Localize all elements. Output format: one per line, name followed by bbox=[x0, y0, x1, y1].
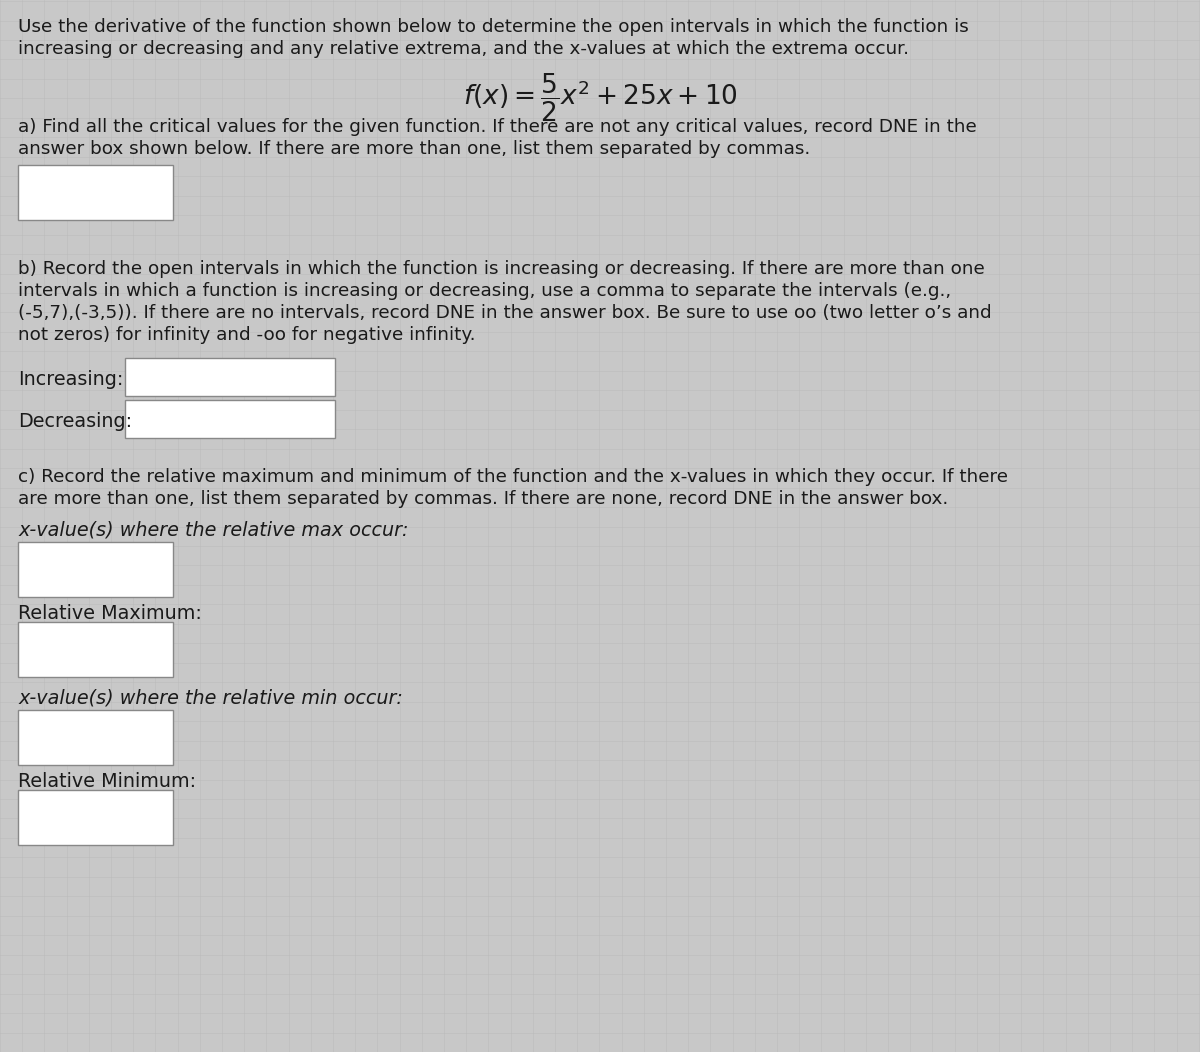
Text: Decreasing:: Decreasing: bbox=[18, 412, 132, 431]
Text: x-value(s) where the relative min occur:: x-value(s) where the relative min occur: bbox=[18, 688, 403, 707]
Text: are more than one, list them separated by commas. If there are none, record DNE : are more than one, list them separated b… bbox=[18, 490, 948, 508]
Text: c) Record the relative maximum and minimum of the function and the x-values in w: c) Record the relative maximum and minim… bbox=[18, 468, 1008, 486]
Text: answer box shown below. If there are more than one, list them separated by comma: answer box shown below. If there are mor… bbox=[18, 140, 810, 158]
Text: intervals in which a function is increasing or decreasing, use a comma to separa: intervals in which a function is increas… bbox=[18, 282, 952, 300]
FancyBboxPatch shape bbox=[18, 790, 173, 845]
Text: x-value(s) where the relative max occur:: x-value(s) where the relative max occur: bbox=[18, 520, 408, 539]
Text: a) Find all the critical values for the given function. If there are not any cri: a) Find all the critical values for the … bbox=[18, 118, 977, 136]
Text: increasing or decreasing and any relative extrema, and the x-values at which the: increasing or decreasing and any relativ… bbox=[18, 40, 910, 58]
FancyBboxPatch shape bbox=[18, 622, 173, 677]
Text: (-5,7),(-3,5)). If there are no intervals, record DNE in the answer box. Be sure: (-5,7),(-3,5)). If there are no interval… bbox=[18, 304, 991, 322]
Text: Increasing:: Increasing: bbox=[18, 370, 124, 389]
Text: b) Record the open intervals in which the function is increasing or decreasing. : b) Record the open intervals in which th… bbox=[18, 260, 985, 278]
FancyBboxPatch shape bbox=[125, 400, 335, 438]
Text: $f(x) = \dfrac{5}{2}x^2 + 25x + 10$: $f(x) = \dfrac{5}{2}x^2 + 25x + 10$ bbox=[462, 72, 738, 124]
Text: Relative Maximum:: Relative Maximum: bbox=[18, 604, 202, 623]
FancyBboxPatch shape bbox=[125, 358, 335, 396]
FancyBboxPatch shape bbox=[18, 542, 173, 596]
FancyBboxPatch shape bbox=[18, 710, 173, 765]
Text: Relative Minimum:: Relative Minimum: bbox=[18, 772, 196, 791]
Text: Use the derivative of the function shown below to determine the open intervals i: Use the derivative of the function shown… bbox=[18, 18, 968, 36]
Text: not zeros) for infinity and -oo for negative infinity.: not zeros) for infinity and -oo for nega… bbox=[18, 326, 475, 344]
FancyBboxPatch shape bbox=[18, 165, 173, 220]
